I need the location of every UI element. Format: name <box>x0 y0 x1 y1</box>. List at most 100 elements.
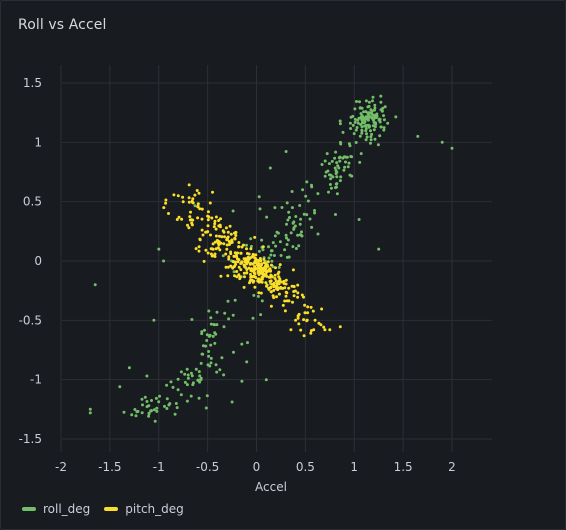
roll_deg-point <box>356 118 360 122</box>
roll_deg-point <box>369 135 373 139</box>
roll_deg-point <box>333 156 337 160</box>
pitch_deg-point <box>277 275 281 279</box>
pitch_deg-point <box>186 223 189 227</box>
roll_deg-point <box>285 201 289 205</box>
pitch_deg-point <box>257 277 261 281</box>
pitch_deg-point <box>234 234 238 237</box>
pitch_deg-point <box>284 282 288 286</box>
roll_deg-point <box>342 155 346 159</box>
roll_deg-point <box>302 212 306 216</box>
pitch_deg-point <box>270 263 273 267</box>
pitch_deg-point <box>209 247 213 251</box>
roll_deg-point <box>344 160 347 164</box>
pitch_deg-point <box>233 274 236 278</box>
pitch_deg-point <box>225 243 229 247</box>
roll_deg-point <box>140 411 144 415</box>
roll_deg-point <box>271 241 275 245</box>
roll_deg-point <box>162 259 166 263</box>
pitch_deg-point <box>217 219 221 222</box>
pitch_deg-point <box>250 255 253 259</box>
pitch_deg-point <box>251 252 255 256</box>
pitch_deg-point <box>187 183 191 187</box>
pitch_deg-point <box>229 232 233 236</box>
pitch_deg-point <box>220 235 224 239</box>
x-tick-label: 2 <box>448 460 456 474</box>
pitch_deg-point <box>253 272 257 276</box>
roll_deg-point <box>207 350 211 353</box>
roll_deg-point <box>362 110 366 114</box>
roll_deg-point <box>367 125 371 129</box>
pitch_deg-point <box>237 258 241 262</box>
roll_deg-point <box>379 108 383 112</box>
pitch_deg-point <box>291 268 295 272</box>
roll_deg-point <box>360 118 364 122</box>
legend-item-pitch[interactable]: pitch_deg <box>104 502 184 516</box>
roll_deg-point <box>122 410 126 414</box>
pitch_deg-point <box>253 235 257 239</box>
pitch_deg-point <box>206 224 210 228</box>
roll_deg-point <box>209 322 213 326</box>
roll_deg-point <box>376 143 380 147</box>
pitch_deg-point <box>249 278 253 282</box>
pitch_deg-point <box>194 247 198 251</box>
roll_deg-point <box>329 177 333 181</box>
roll_deg-point <box>173 412 177 416</box>
roll_deg-point <box>345 155 349 159</box>
pitch_deg-point <box>210 254 214 258</box>
pitch_deg-point <box>233 237 237 241</box>
roll_deg-point <box>290 190 294 193</box>
roll_deg-point <box>334 186 337 190</box>
roll_deg-point <box>338 179 342 183</box>
roll_deg-point <box>191 381 195 385</box>
pitch_deg-point <box>284 278 288 282</box>
pitch_deg-point <box>259 259 263 263</box>
pitch_deg-point <box>190 218 193 222</box>
pitch_deg-point <box>221 229 225 233</box>
pitch_deg-point <box>216 246 220 250</box>
roll_deg-point <box>147 414 151 418</box>
roll_deg-point <box>348 121 352 125</box>
roll_deg-point <box>149 409 153 413</box>
roll_deg-point <box>338 155 342 159</box>
roll_deg-point <box>359 112 363 116</box>
roll_deg-point <box>213 323 216 327</box>
pitch_deg-point <box>253 285 257 289</box>
roll_deg-point <box>375 112 379 116</box>
roll_deg-point <box>198 374 202 378</box>
pitch_deg-point <box>250 275 254 279</box>
roll_deg-point <box>371 118 375 122</box>
roll_deg-point <box>369 138 373 142</box>
roll_deg-point <box>369 129 372 133</box>
roll_deg-point <box>358 100 361 104</box>
pitch_deg-point <box>223 235 226 239</box>
pitch_deg-point <box>176 194 180 198</box>
panel-title: Roll vs Accel <box>18 17 107 33</box>
roll_deg-point <box>364 110 368 114</box>
pitch_deg-point <box>225 236 229 240</box>
pitch_deg-point <box>164 201 168 205</box>
pitch_deg-point <box>218 234 221 238</box>
roll_deg-point <box>199 376 203 380</box>
pitch_deg-point <box>246 258 250 262</box>
pitch_deg-point <box>237 241 241 244</box>
roll_deg-point <box>286 238 290 242</box>
roll_deg-point <box>338 122 342 126</box>
pitch_deg-point <box>265 274 269 278</box>
pitch_deg-point <box>187 196 191 200</box>
pitch_deg-point <box>306 311 310 315</box>
roll_deg-point <box>338 159 342 163</box>
legend-item-roll[interactable]: roll_deg <box>22 502 90 516</box>
pitch_deg-point <box>222 242 226 246</box>
pitch_deg-point <box>229 264 233 268</box>
x-tick-label: 1.5 <box>394 460 413 474</box>
roll_deg-point <box>260 238 264 242</box>
pitch_deg-point <box>262 257 266 261</box>
roll_deg-point <box>93 283 97 287</box>
roll_deg-point <box>285 222 288 226</box>
pitch_deg-point <box>208 201 212 205</box>
roll_deg-point <box>300 230 303 234</box>
roll_deg-point <box>294 215 298 218</box>
y-tick-label: 0 <box>34 254 42 268</box>
roll_deg-point <box>155 406 159 410</box>
roll_deg-point <box>365 135 369 139</box>
